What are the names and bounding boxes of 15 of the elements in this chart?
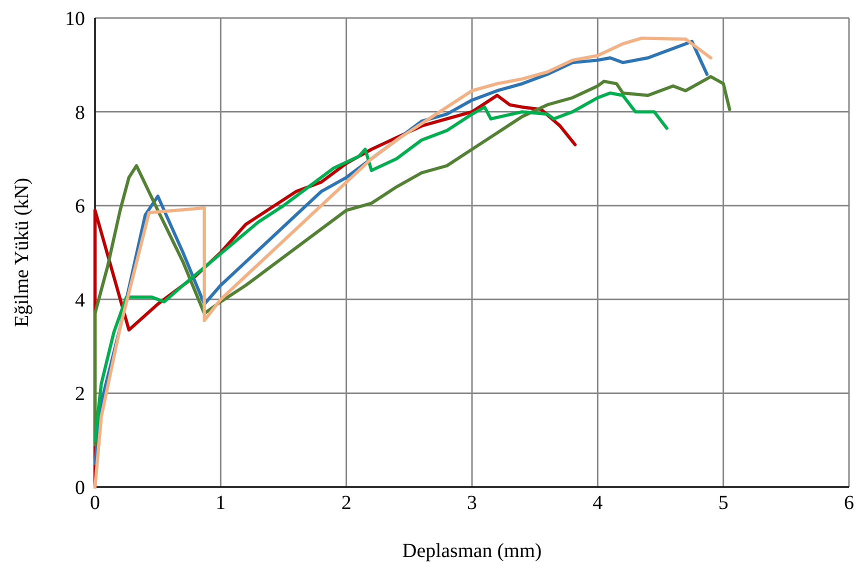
x-tick-label: 4 [592,492,603,514]
y-tick-label: 0 [75,477,85,499]
y-tick-label: 6 [75,196,85,218]
y-tick-label: 10 [65,8,85,30]
y-tick-label: 2 [75,383,85,406]
x-tick-label: 1 [216,492,226,514]
y-tick-label: 8 [75,102,85,124]
x-tick-label: 3 [467,492,477,514]
y-axis-title: Eğilme Yükü (kN) [11,178,33,328]
x-tick-label: 2 [341,492,352,514]
x-axis-title: Deplasman (mm) [402,540,542,562]
x-tick-label: 0 [90,492,100,514]
y-tick-label: 4 [75,289,85,312]
x-tick-label: 5 [718,492,728,514]
x-tick-label: 6 [844,492,854,514]
